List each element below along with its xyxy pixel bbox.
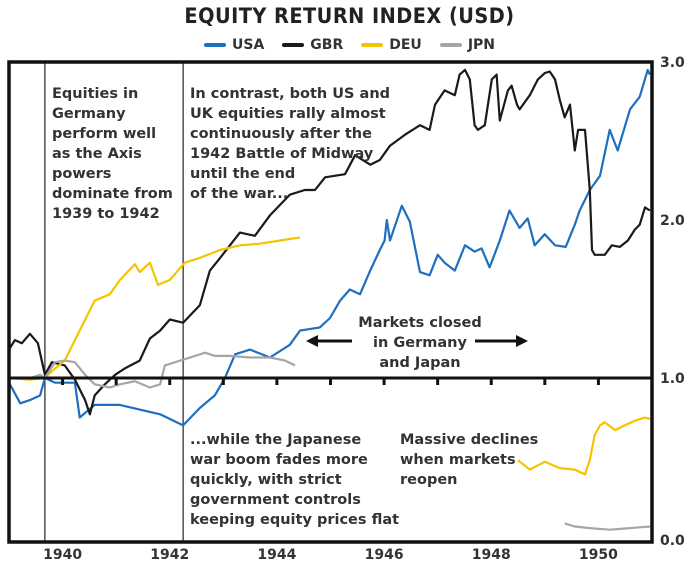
y-tick-label: 0.0 (660, 533, 685, 549)
x-tick-label: 1940 (43, 547, 82, 563)
x-tick-label: 1950 (579, 547, 618, 563)
x-tick-label: 1946 (365, 547, 404, 563)
series-line-usa-0 (8, 68, 651, 427)
y-tick-label: 2.0 (660, 213, 685, 229)
legend-swatch-deu (361, 43, 384, 47)
x-tick-label: 1944 (257, 547, 296, 563)
annotation-germany: Equities in Germany perform well as the … (52, 86, 173, 222)
legend-label-usa: USA (232, 37, 265, 53)
y-tick-label: 3.0 (660, 55, 685, 71)
legend-label-deu: DEU (389, 37, 422, 53)
legend: USA GBR DEU JPN (0, 37, 699, 53)
annotation-markets-closed: Markets closed in Germany and Japan (358, 315, 482, 371)
series-line-deu-0 (8, 236, 301, 381)
plot-frame (7, 60, 654, 544)
series-line-deu-1 (517, 416, 651, 476)
legend-swatch-gbr (282, 43, 305, 47)
annotation-declines: Massive declines when markets reopen (400, 432, 539, 488)
x-tick-label: 1948 (472, 547, 511, 563)
series-line-jpn-0 (9, 351, 296, 389)
legend-swatch-jpn (439, 43, 462, 47)
legend-item-usa: USA (204, 37, 264, 53)
series-line-gbr-0 (8, 68, 651, 416)
legend-label-gbr: GBR (310, 37, 344, 53)
x-tick-label: 1942 (150, 547, 189, 563)
arrow-left-icon (306, 335, 318, 347)
annotation-japan: ...while the Japanese war boom fades mor… (190, 432, 400, 528)
chart-title: EQUITY RETURN INDEX (USD) (184, 4, 515, 28)
arrow-right-icon (516, 335, 528, 347)
legend-swatch-usa (204, 43, 226, 47)
annotation-midway: In contrast, both US and UK equities ral… (190, 86, 391, 202)
legend-label-jpn: JPN (467, 37, 495, 53)
legend-item-jpn: JPN (439, 37, 495, 53)
y-tick-label: 1.0 (660, 371, 685, 387)
legend-item-deu: DEU (361, 37, 422, 53)
series-line-jpn-1 (564, 522, 650, 531)
legend-item-gbr: GBR (282, 37, 343, 53)
